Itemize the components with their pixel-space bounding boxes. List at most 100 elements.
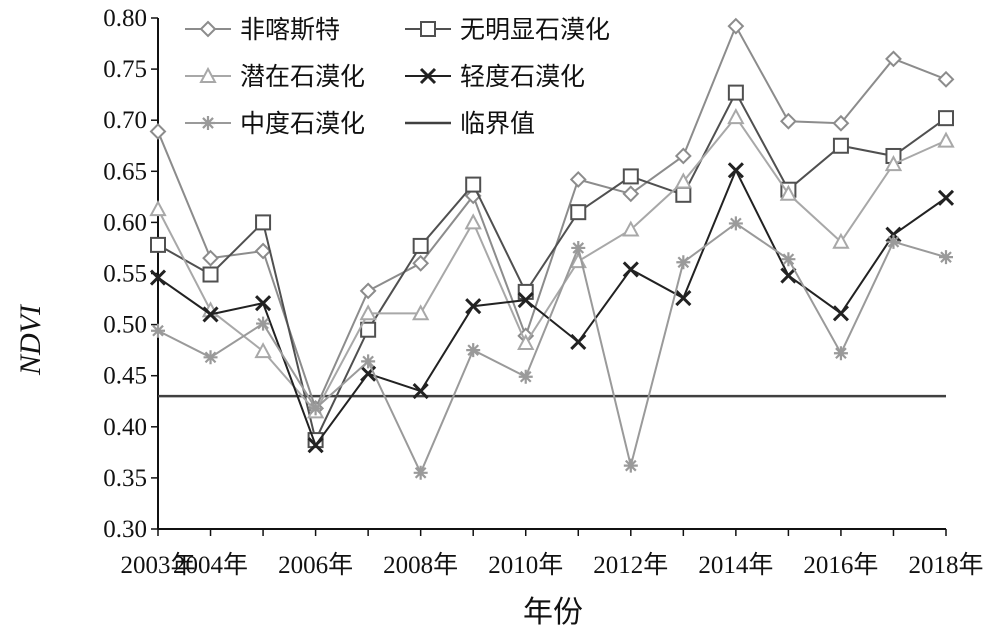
legend-marker <box>199 20 217 38</box>
legend-marker <box>419 67 437 85</box>
series-line <box>157 222 947 476</box>
y-tick-label: 0.45 <box>103 363 147 390</box>
data-point <box>622 185 640 203</box>
data-point <box>256 316 271 331</box>
data-point <box>623 458 638 473</box>
data-point <box>727 84 744 101</box>
x-tick-label: 2014年 <box>698 551 773 579</box>
data-point <box>727 108 745 125</box>
data-point <box>569 171 587 188</box>
data-point <box>149 200 167 217</box>
x-tick-label: 2010年 <box>488 551 563 579</box>
data-point <box>255 295 272 312</box>
x-tick-label: 2018年 <box>908 551 983 579</box>
data-point <box>885 226 902 243</box>
data-point <box>727 17 745 35</box>
y-tick-label: 0.80 <box>103 5 147 32</box>
data-point <box>412 254 430 272</box>
data-point <box>886 234 901 249</box>
data-point <box>833 346 848 361</box>
x-tick-label: 2003年 <box>120 551 195 579</box>
data-point <box>779 112 797 130</box>
series-line <box>157 90 947 444</box>
y-axis-ticks: 0.30 0.35 0.40 0.45 0.50 0.55 0.60 0.65 0.70 0.75… <box>103 5 158 543</box>
legend-label: 无明显石漠化 <box>460 15 610 44</box>
data-point <box>674 147 692 165</box>
data-point <box>466 343 481 358</box>
legend-label: 临界值 <box>460 109 535 138</box>
y-tick-label: 0.40 <box>103 414 147 441</box>
y-tick-label: 0.75 <box>103 56 147 83</box>
data-point <box>571 240 586 255</box>
x-axis-title: 年份 <box>523 595 583 630</box>
legend-item: 轻度石漠化 <box>405 62 585 91</box>
data-point <box>150 236 166 253</box>
data-point <box>832 137 849 154</box>
data-point <box>570 204 587 221</box>
series-3 <box>149 162 955 454</box>
data-point <box>675 289 692 307</box>
data-point <box>779 184 798 201</box>
series-4 <box>151 216 953 480</box>
legend-item: 非喀斯特 <box>185 15 340 44</box>
data-point <box>938 110 954 127</box>
x-tick-label: 2006年 <box>278 551 353 579</box>
data-point <box>728 216 743 231</box>
legend-item: 临界值 <box>405 109 535 138</box>
data-point <box>149 269 167 286</box>
y-tick-label: 0.55 <box>103 261 147 288</box>
data-point <box>676 255 691 270</box>
data-point <box>202 306 219 323</box>
data-point <box>622 261 639 278</box>
data-point <box>832 232 850 249</box>
data-point <box>202 266 219 283</box>
data-point <box>412 382 429 400</box>
data-point <box>884 155 903 172</box>
data-point <box>781 252 796 267</box>
legend-label: 非喀斯特 <box>240 15 340 44</box>
data-point <box>780 267 797 284</box>
data-point <box>939 250 953 265</box>
data-point <box>622 168 639 185</box>
data-point <box>622 220 640 237</box>
y-tick-label: 0.50 <box>103 312 147 339</box>
data-point <box>359 304 377 321</box>
y-tick-label: 0.65 <box>103 158 147 185</box>
data-point <box>151 323 165 338</box>
data-point <box>832 114 850 132</box>
series-group <box>149 17 955 480</box>
data-point <box>937 70 955 88</box>
legend-item: 潜在石漠化 <box>185 62 365 91</box>
data-point <box>413 465 428 480</box>
data-point <box>203 350 218 365</box>
x-tick-label: 2016年 <box>803 551 878 579</box>
data-point <box>360 321 377 338</box>
axes: 0.30 0.35 0.40 0.45 0.50 0.55 0.60 0.65 0.70 0.75… <box>103 5 983 579</box>
data-point <box>937 189 955 206</box>
data-point <box>254 242 272 260</box>
data-point <box>464 213 482 230</box>
data-point <box>465 176 482 193</box>
data-point <box>149 123 167 140</box>
data-point <box>465 298 482 315</box>
data-point <box>202 249 219 267</box>
data-point <box>412 237 429 254</box>
series-1 <box>150 84 954 449</box>
legend-item: 中度石漠化 <box>185 109 365 138</box>
data-point <box>307 437 324 454</box>
legend-label: 轻度石漠化 <box>460 62 585 91</box>
y-tick-label: 0.60 <box>103 209 147 236</box>
data-point <box>254 342 272 359</box>
legend-label: 中度石漠化 <box>240 109 365 138</box>
y-axis-title: NDVI <box>14 303 47 376</box>
data-point <box>675 186 692 203</box>
x-tick-label: 2008年 <box>383 551 458 579</box>
y-tick-label: 0.30 <box>103 516 147 543</box>
x-tick-label: 2004年 <box>173 551 248 579</box>
x-tick-label: 2012年 <box>593 551 668 579</box>
legend-marker <box>420 21 436 37</box>
data-point <box>517 333 535 350</box>
